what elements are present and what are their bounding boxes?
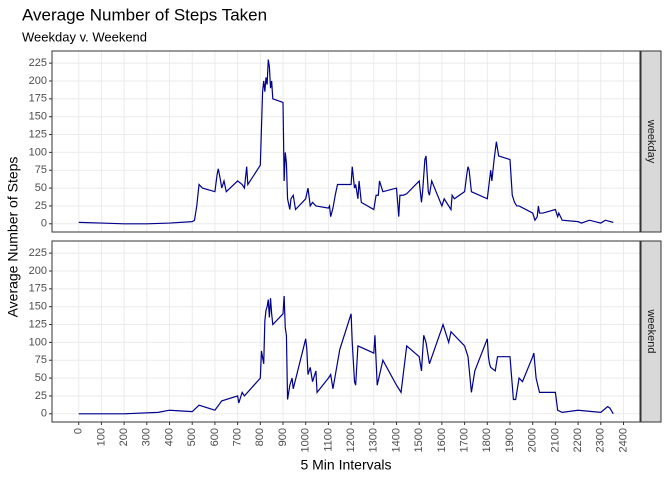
y-tick-label: 0 — [41, 218, 47, 230]
y-tick-label: 100 — [29, 146, 47, 158]
x-tick-label: 400 — [163, 428, 175, 446]
y-tick-label: 225 — [29, 57, 47, 69]
y-tick-label: 200 — [29, 75, 47, 87]
x-tick-label: 1500 — [413, 428, 425, 452]
y-tick-label: 175 — [29, 93, 47, 105]
x-tick-label: 1700 — [459, 428, 471, 452]
x-tick-label: 1400 — [390, 428, 402, 452]
y-tick-label: 225 — [29, 247, 47, 259]
x-tick-label: 1200 — [345, 428, 357, 452]
y-tick-label: 150 — [29, 111, 47, 123]
x-tick-label: 2100 — [549, 428, 561, 452]
y-tick-label: 150 — [29, 301, 47, 313]
x-tick-label: 1800 — [481, 428, 493, 452]
panel-border — [51, 240, 641, 423]
x-tick-label: 500 — [186, 428, 198, 446]
x-tick-label: 1900 — [504, 428, 516, 452]
panel-background — [52, 51, 640, 232]
x-tick-label: 700 — [232, 428, 244, 446]
x-tick-label: 2400 — [617, 428, 629, 452]
x-axis-label: 5 Min Intervals — [300, 457, 391, 473]
chart-title: Average Number of Steps Taken — [22, 5, 267, 24]
data-line — [78, 59, 614, 225]
y-tick-label: 50 — [35, 372, 47, 384]
x-tick-label: 900 — [277, 428, 289, 446]
y-tick-label: 200 — [29, 265, 47, 277]
x-tick-label: 2000 — [527, 428, 539, 452]
y-tick-label: 0 — [41, 408, 47, 420]
x-tick-label: 1600 — [436, 428, 448, 452]
y-tick-label: 175 — [29, 283, 47, 295]
x-tick-label: 200 — [118, 428, 130, 446]
facet-strip — [640, 240, 662, 423]
y-tick-label: 125 — [29, 318, 47, 330]
x-tick-label: 2300 — [595, 428, 607, 452]
y-tick-label: 75 — [35, 354, 47, 366]
data-line — [78, 295, 614, 415]
x-tick-label: 1100 — [322, 428, 334, 452]
y-tick-label: 25 — [35, 200, 47, 212]
x-tick-label: 800 — [254, 428, 266, 446]
x-tick-label: 0 — [73, 428, 85, 434]
x-tick-label: 1000 — [300, 428, 312, 452]
chart-subtitle: Weekday v. Weekend — [22, 29, 147, 44]
facet-label: weekend — [645, 308, 657, 353]
y-tick-label: 100 — [29, 336, 47, 348]
facet-strip — [640, 50, 662, 233]
y-tick-label: 25 — [35, 390, 47, 402]
y-tick-label: 125 — [29, 128, 47, 140]
facet-label: weekday — [645, 119, 657, 164]
x-tick-label: 600 — [209, 428, 221, 446]
x-tick-label: 100 — [95, 428, 107, 446]
x-tick-label: 1300 — [368, 428, 380, 452]
y-tick-label: 50 — [35, 182, 47, 194]
x-tick-label: 2200 — [572, 428, 584, 452]
panel-border — [51, 50, 641, 233]
x-tick-label: 300 — [141, 428, 153, 446]
y-tick-label: 75 — [35, 164, 47, 176]
y-axis-label: Average Number of Steps — [5, 157, 21, 318]
